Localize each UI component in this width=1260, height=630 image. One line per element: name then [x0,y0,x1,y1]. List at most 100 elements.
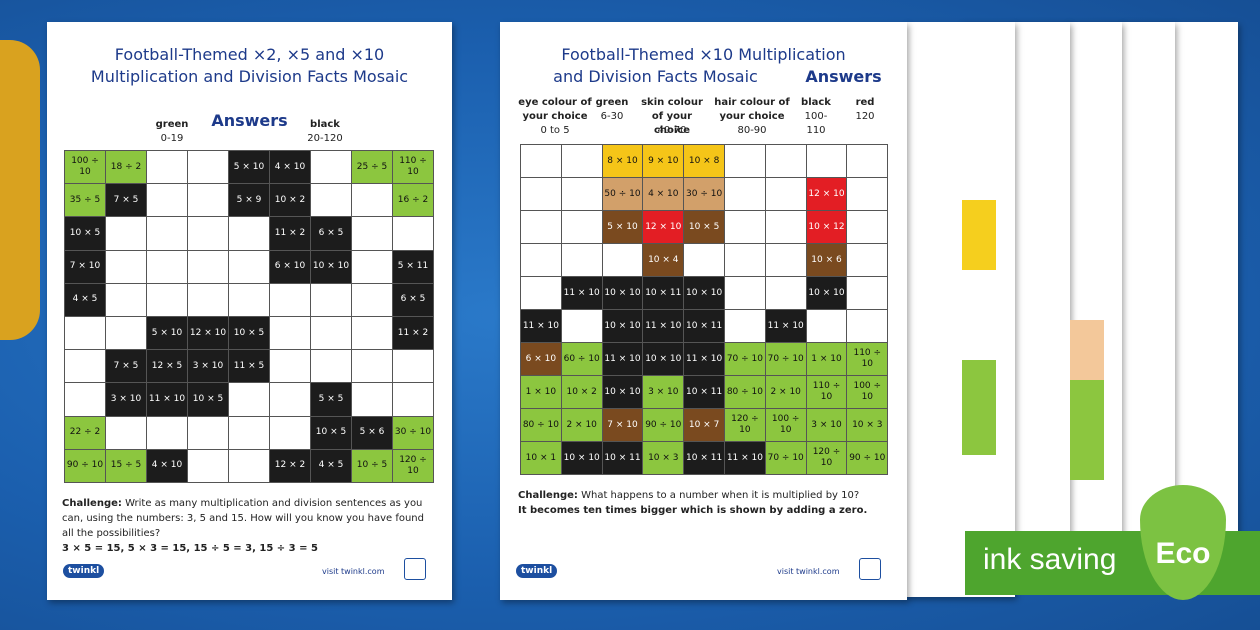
mosaic-cell [269,382,311,417]
mosaic-cell: 5 × 6 [351,415,393,450]
mosaic-cell [105,415,147,450]
mosaic-cell [228,382,270,417]
mosaic-cell: 22 ÷ 2 [64,415,106,450]
back-color [962,200,996,270]
mosaic-cell: 2 × 10 [764,375,807,409]
mosaic-cell: 80 ÷ 10 [520,408,562,442]
mosaic-cell [187,249,229,284]
logo: twinkl [63,564,105,578]
mosaic-cell [146,183,188,218]
mosaic-cell: 6 × 10 [269,249,311,284]
mosaic-cell: 80 ÷ 10 [724,375,766,409]
footer-url: visit twinkl.com [777,567,840,576]
mosaic-cell: 15 ÷ 5 [105,448,147,483]
mosaic-cell [187,216,229,251]
mosaic-cell: 3 × 10 [187,349,229,384]
mosaic-cell [846,243,889,277]
mosaic-cell: 60 ÷ 10 [560,342,603,376]
footer-badge [859,558,881,580]
mosaic-cell [560,309,603,343]
mosaic-cell: 1 × 10 [520,375,562,409]
mosaic-cell: 120 ÷ 10 [392,448,434,483]
mosaic-cell: 70 ÷ 10 [764,342,807,376]
key-range: 80-90 [737,125,767,136]
key-label: green [595,97,629,108]
mosaic-cell [351,282,393,317]
mosaic-cell: 10 × 10 [601,375,644,409]
mosaic-cell [520,144,562,178]
mosaic-cell: 12 × 2 [269,448,311,483]
mosaic-cell: 10 × 12 [805,210,848,244]
mosaic-cell: 6 × 5 [310,216,352,251]
mosaic-cell: 12 × 10 [642,210,685,244]
mosaic-cell: 110 ÷ 10 [392,150,434,185]
mosaic-cell [724,210,766,244]
mosaic-cell: 10 × 2 [269,183,311,218]
mosaic-cell: 11 × 2 [392,316,434,351]
mosaic-cell: 100 ÷ 10 [764,408,807,442]
key-label: hair colour of your choice [714,97,790,122]
footer-badge [404,558,426,580]
mosaic-cell [846,309,889,343]
key-range: 40-70 [657,125,687,136]
mosaic-cell: 11 × 2 [269,216,311,251]
mosaic-cell [187,448,229,483]
mosaic-cell: 100 ÷ 10 [846,375,889,409]
mosaic-cell [351,216,393,251]
mosaic-cell [520,177,562,211]
mosaic-cell: 110 ÷ 10 [805,375,848,409]
mosaic-cell: 30 ÷ 10 [683,177,725,211]
mosaic-cell: 11 × 10 [683,342,725,376]
mosaic-cell: 12 × 10 [805,177,848,211]
mosaic-cell: 10 × 5 [310,415,352,450]
mosaic-cell [724,243,766,277]
mosaic-cell: 110 ÷ 10 [846,342,889,376]
mosaic-cell: 10 × 6 [805,243,848,277]
left-sheet: Football-Themed ×2, ×5 and ×10 Multiplica… [47,22,452,600]
mosaic-cell: 90 ÷ 10 [64,448,106,483]
mosaic-cell [146,282,188,317]
mosaic-cell: 90 ÷ 10 [642,408,685,442]
mosaic-cell: 10 × 3 [642,441,685,475]
mosaic-cell [560,177,603,211]
mosaic-cell: 11 × 5 [228,349,270,384]
mosaic-cell: 10 × 5 [64,216,106,251]
mosaic-cell [105,249,147,284]
mosaic-cell: 10 ÷ 5 [351,448,393,483]
title-answers: Answers [211,111,288,130]
mosaic-cell: 11 × 10 [560,276,603,310]
mosaic-cell [228,282,270,317]
mosaic-cell [846,177,889,211]
mosaic-cell: 2 × 10 [560,408,603,442]
mosaic-cell [105,316,147,351]
mosaic-cell [310,316,352,351]
mosaic-cell: 9 × 10 [642,144,685,178]
mosaic-cell [187,415,229,450]
mosaic-cell: 10 × 11 [683,375,725,409]
mosaic-cell: 10 × 3 [846,408,889,442]
mosaic-cell [228,216,270,251]
mosaic-cell: 10 × 8 [683,144,725,178]
mosaic-cell [146,249,188,284]
mosaic-cell [805,309,848,343]
mosaic-cell: 5 × 9 [228,183,270,218]
mosaic-cell [269,349,311,384]
mosaic-cell [351,249,393,284]
mosaic-cell [351,316,393,351]
mosaic-cell [228,249,270,284]
mosaic-cell: 10 × 10 [310,249,352,284]
mosaic-cell [724,309,766,343]
key-label: skin colour of your choice [641,97,703,136]
mosaic-cell: 30 ÷ 10 [392,415,434,450]
mosaic-cell: 5 × 10 [228,150,270,185]
mosaic-cell: 10 × 4 [642,243,685,277]
mosaic-cell: 11 × 10 [642,309,685,343]
mosaic-cell [146,415,188,450]
mosaic-cell: 6 × 5 [392,282,434,317]
mosaic-cell: 10 × 11 [642,276,685,310]
mosaic-cell: 120 ÷ 10 [724,408,766,442]
mosaic-cell: 100 ÷ 10 [64,150,106,185]
challenge-text: Write as many multiplication and divisio… [62,498,424,539]
mosaic-cell: 10 × 7 [683,408,725,442]
